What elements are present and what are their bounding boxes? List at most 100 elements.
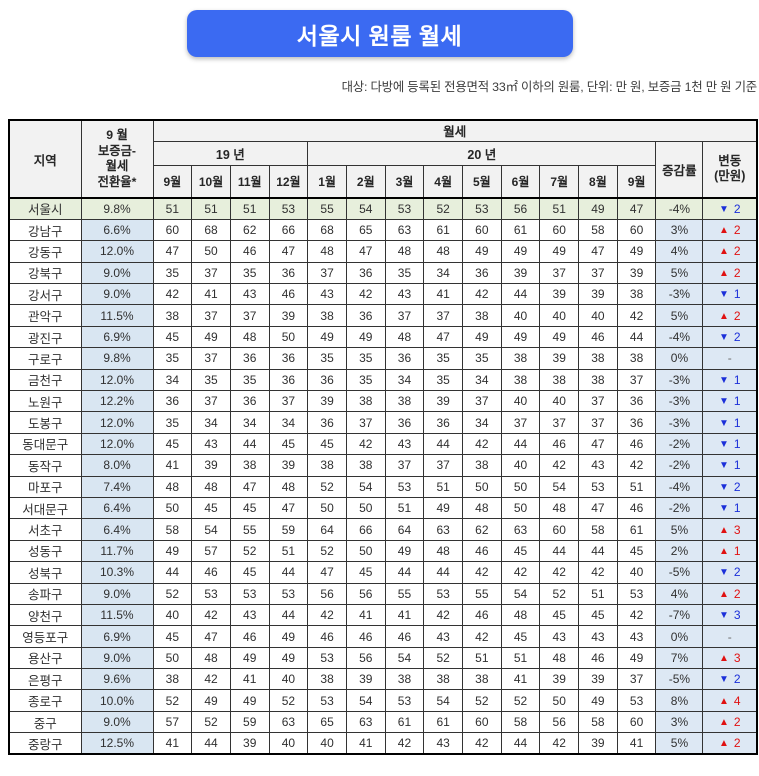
rent-value-cell: 60: [539, 518, 580, 541]
change-rate-cell: 5%: [655, 261, 704, 285]
rent-value-cell: 36: [462, 261, 502, 285]
rent-value-cell: 42: [500, 561, 541, 584]
rent-value-cell: 44: [191, 732, 231, 755]
rent-value-cell: 40: [307, 732, 347, 755]
rent-value-cell: 35: [229, 261, 270, 285]
table-row: 성동구 11.7% 49 57 52 51 52 50 49 48 46 45 44 44 45 2% ▲ 1: [8, 539, 758, 563]
change-amount-value: 2: [733, 265, 741, 280]
rent-value-cell: 38: [578, 347, 618, 370]
change-amount-value: 2: [733, 479, 741, 494]
region-cell: 중랑구: [8, 732, 82, 755]
down-arrow-icon: ▼: [718, 203, 729, 215]
rent-value-cell: 45: [345, 561, 386, 584]
conversion-rate-cell: 12.2%: [80, 390, 154, 413]
change-amount-cell: ▼ 1: [702, 496, 758, 520]
rent-value-cell: 49: [462, 325, 502, 349]
table-row: 양천구 11.5% 40 42 43 44 42 41 41 42 46 48 45 45 42 -7% ▼ 3: [8, 603, 758, 627]
rent-value-cell: 48: [191, 646, 231, 670]
rent-value-cell: 43: [384, 283, 425, 306]
rent-value-cell: 39: [307, 390, 347, 413]
change-amount-cell: ▲ 3: [702, 646, 758, 670]
rent-value-cell: 40: [578, 304, 618, 327]
rent-value-cell: 48: [539, 646, 580, 670]
change-amount-cell: ▲ 1: [702, 539, 758, 563]
rent-value-cell: 55: [462, 582, 502, 605]
rent-value-cell: 42: [462, 283, 502, 306]
rent-value-cell: 41: [152, 454, 193, 477]
rent-value-cell: 51: [423, 475, 463, 498]
subtitle-note: 대상: 다방에 등록된 전용면적 33㎡ 이하의 원룸, 단위: 만 원, 보증…: [341, 80, 758, 94]
rent-value-cell: 50: [345, 496, 386, 520]
down-arrow-icon: ▼: [718, 438, 729, 450]
rent-value-cell: 46: [578, 325, 618, 349]
change-rate-cell: 4%: [655, 240, 704, 263]
rent-value-cell: 42: [462, 732, 502, 755]
change-rate-cell: -4%: [655, 325, 704, 349]
rent-value-cell: 51: [616, 475, 657, 498]
rent-value-cell: 43: [616, 625, 657, 648]
region-cell: 동대문구: [8, 432, 82, 456]
rent-value-cell: 38: [616, 283, 657, 306]
rent-value-cell: 54: [500, 582, 541, 605]
change-rate-cell: 0%: [655, 625, 704, 648]
rent-value-cell: 53: [384, 197, 425, 220]
region-cell: 동작구: [8, 454, 82, 477]
header-month: 5월: [462, 164, 502, 199]
conversion-rate-cell: 6.6%: [80, 218, 154, 242]
rent-value-cell: 39: [268, 454, 309, 477]
change-amount-cell: ▲ 2: [702, 240, 758, 263]
rent-value-cell: 37: [578, 411, 618, 434]
region-cell: 서초구: [8, 518, 82, 541]
rent-value-cell: 47: [578, 496, 618, 520]
rent-value-cell: 46: [345, 625, 386, 648]
change-amount-cell: ▼ 2: [702, 197, 758, 220]
conversion-rate-cell: 11.5%: [80, 304, 154, 327]
rent-value-cell: 45: [229, 496, 270, 520]
rent-value-cell: 38: [345, 390, 386, 413]
change-amount-cell: -: [702, 347, 758, 370]
table-row: 서대문구 6.4% 50 45 45 47 50 50 51 49 48 50 48 47 46 -2% ▼ 1: [8, 496, 758, 520]
rent-value-cell: 35: [345, 347, 386, 370]
rent-value-cell: 37: [229, 304, 270, 327]
rent-value-cell: 42: [462, 625, 502, 648]
rent-value-cell: 37: [462, 390, 502, 413]
rent-value-cell: 49: [384, 539, 425, 563]
change-rate-cell: 5%: [655, 732, 704, 755]
rent-value-cell: 51: [191, 197, 231, 220]
header-month: 3월: [384, 164, 425, 199]
up-arrow-icon: ▲: [718, 652, 729, 664]
rent-value-cell: 39: [539, 347, 580, 370]
up-arrow-icon: ▲: [718, 695, 729, 707]
rent-value-cell: 44: [268, 603, 309, 627]
rent-value-cell: 45: [500, 625, 541, 648]
rent-value-cell: 52: [191, 710, 231, 734]
change-amount-value: 2: [733, 715, 741, 730]
rent-value-cell: 46: [307, 625, 347, 648]
change-amount-cell: ▲ 2: [702, 261, 758, 285]
change-amount-value: 1: [733, 372, 741, 387]
rent-value-cell: 52: [423, 197, 463, 220]
rent-value-cell: 44: [229, 432, 270, 456]
rent-value-cell: 38: [307, 454, 347, 477]
header-month: 4월: [423, 164, 463, 199]
rent-value-cell: 46: [616, 496, 657, 520]
rent-value-cell: 61: [500, 218, 541, 242]
rent-value-cell: 45: [229, 561, 270, 584]
up-arrow-icon: ▲: [718, 225, 729, 237]
header-conversion-line: 보증금-: [97, 143, 137, 158]
conversion-rate-cell: 9.0%: [80, 710, 154, 734]
header-conversion-rate: 9 월 보증금- 월세 전환율*: [80, 119, 154, 199]
rent-value-cell: 52: [307, 539, 347, 563]
rent-value-cell: 49: [539, 240, 580, 263]
rent-value-cell: 37: [268, 390, 309, 413]
rent-value-cell: 49: [229, 646, 270, 670]
rent-value-cell: 60: [462, 218, 502, 242]
rent-value-cell: 56: [307, 582, 347, 605]
rent-value-cell: 34: [191, 411, 231, 434]
change-amount-value: 2: [733, 565, 741, 580]
rent-value-cell: 43: [578, 625, 618, 648]
change-amount-cell: ▲ 2: [702, 710, 758, 734]
change-amount-value: 3: [733, 608, 741, 623]
rent-value-cell: 50: [539, 689, 580, 712]
rent-value-cell: 50: [268, 325, 309, 349]
